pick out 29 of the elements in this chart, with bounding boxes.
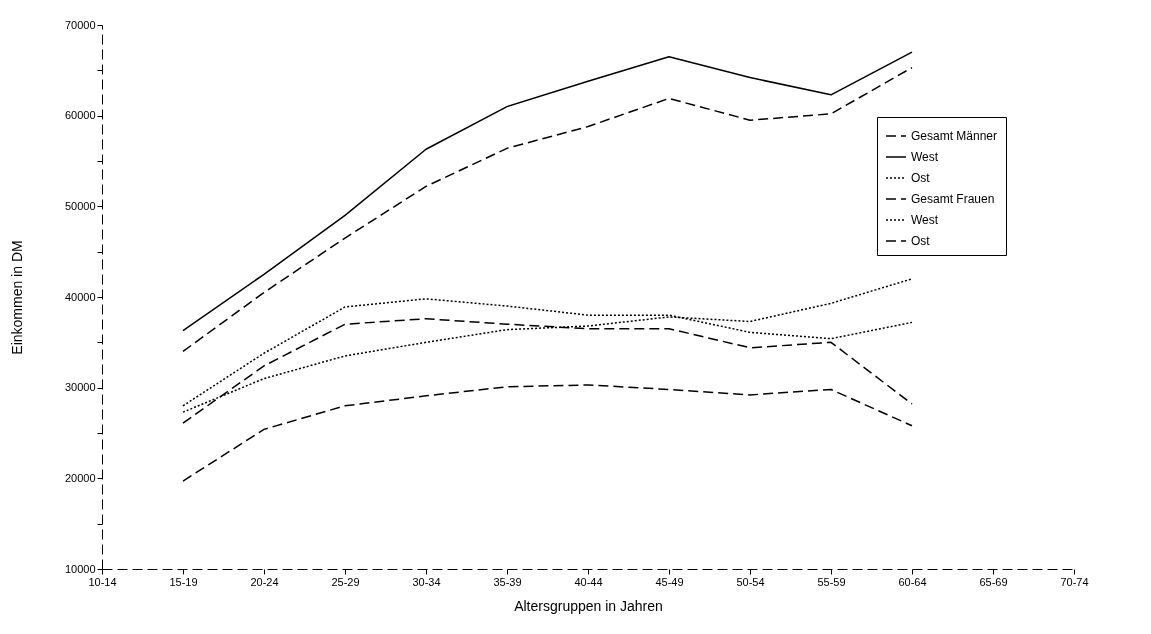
y-tick-label: 50000 bbox=[64, 199, 96, 212]
x-tick-label: 70-74 bbox=[1060, 575, 1089, 588]
x-tick-label: 65-69 bbox=[979, 575, 1008, 588]
x-tick-label: 50-54 bbox=[736, 575, 765, 588]
legend-label: West bbox=[911, 213, 939, 227]
y-tick-label: 10000 bbox=[64, 562, 96, 575]
x-tick-label: 60-64 bbox=[898, 575, 927, 588]
line-series bbox=[182, 384, 913, 482]
legend-label: Gesamt Frauen bbox=[911, 192, 995, 206]
x-tick-label: 10-14 bbox=[88, 575, 117, 588]
x-tick-label: 30-34 bbox=[412, 575, 441, 588]
x-tick-label: 25-29 bbox=[331, 575, 360, 588]
x-axis-title: Altersgruppen in Jahren bbox=[514, 597, 663, 614]
y-tick-label: 40000 bbox=[64, 290, 96, 303]
legend-label: Ost bbox=[911, 171, 931, 185]
x-tick-label: 20-24 bbox=[250, 575, 279, 588]
y-tick-label: 20000 bbox=[64, 471, 96, 484]
x-tick-label: 40-44 bbox=[574, 575, 603, 588]
legend-label: West bbox=[911, 150, 939, 164]
x-tick-label: 55-59 bbox=[817, 575, 846, 588]
x-tick-label: 35-39 bbox=[493, 575, 522, 588]
y-tick-label: 70000 bbox=[64, 18, 96, 31]
y-tick-label: 30000 bbox=[64, 381, 96, 394]
legend-label: Ost bbox=[911, 234, 931, 248]
x-tick-label: 45-49 bbox=[655, 575, 684, 588]
x-tick-label: 15-19 bbox=[169, 575, 198, 588]
y-tick-label: 60000 bbox=[64, 109, 96, 122]
legend-label: Gesamt Männer bbox=[911, 129, 998, 143]
y-axis-title: Einkommen in DM bbox=[8, 240, 25, 355]
